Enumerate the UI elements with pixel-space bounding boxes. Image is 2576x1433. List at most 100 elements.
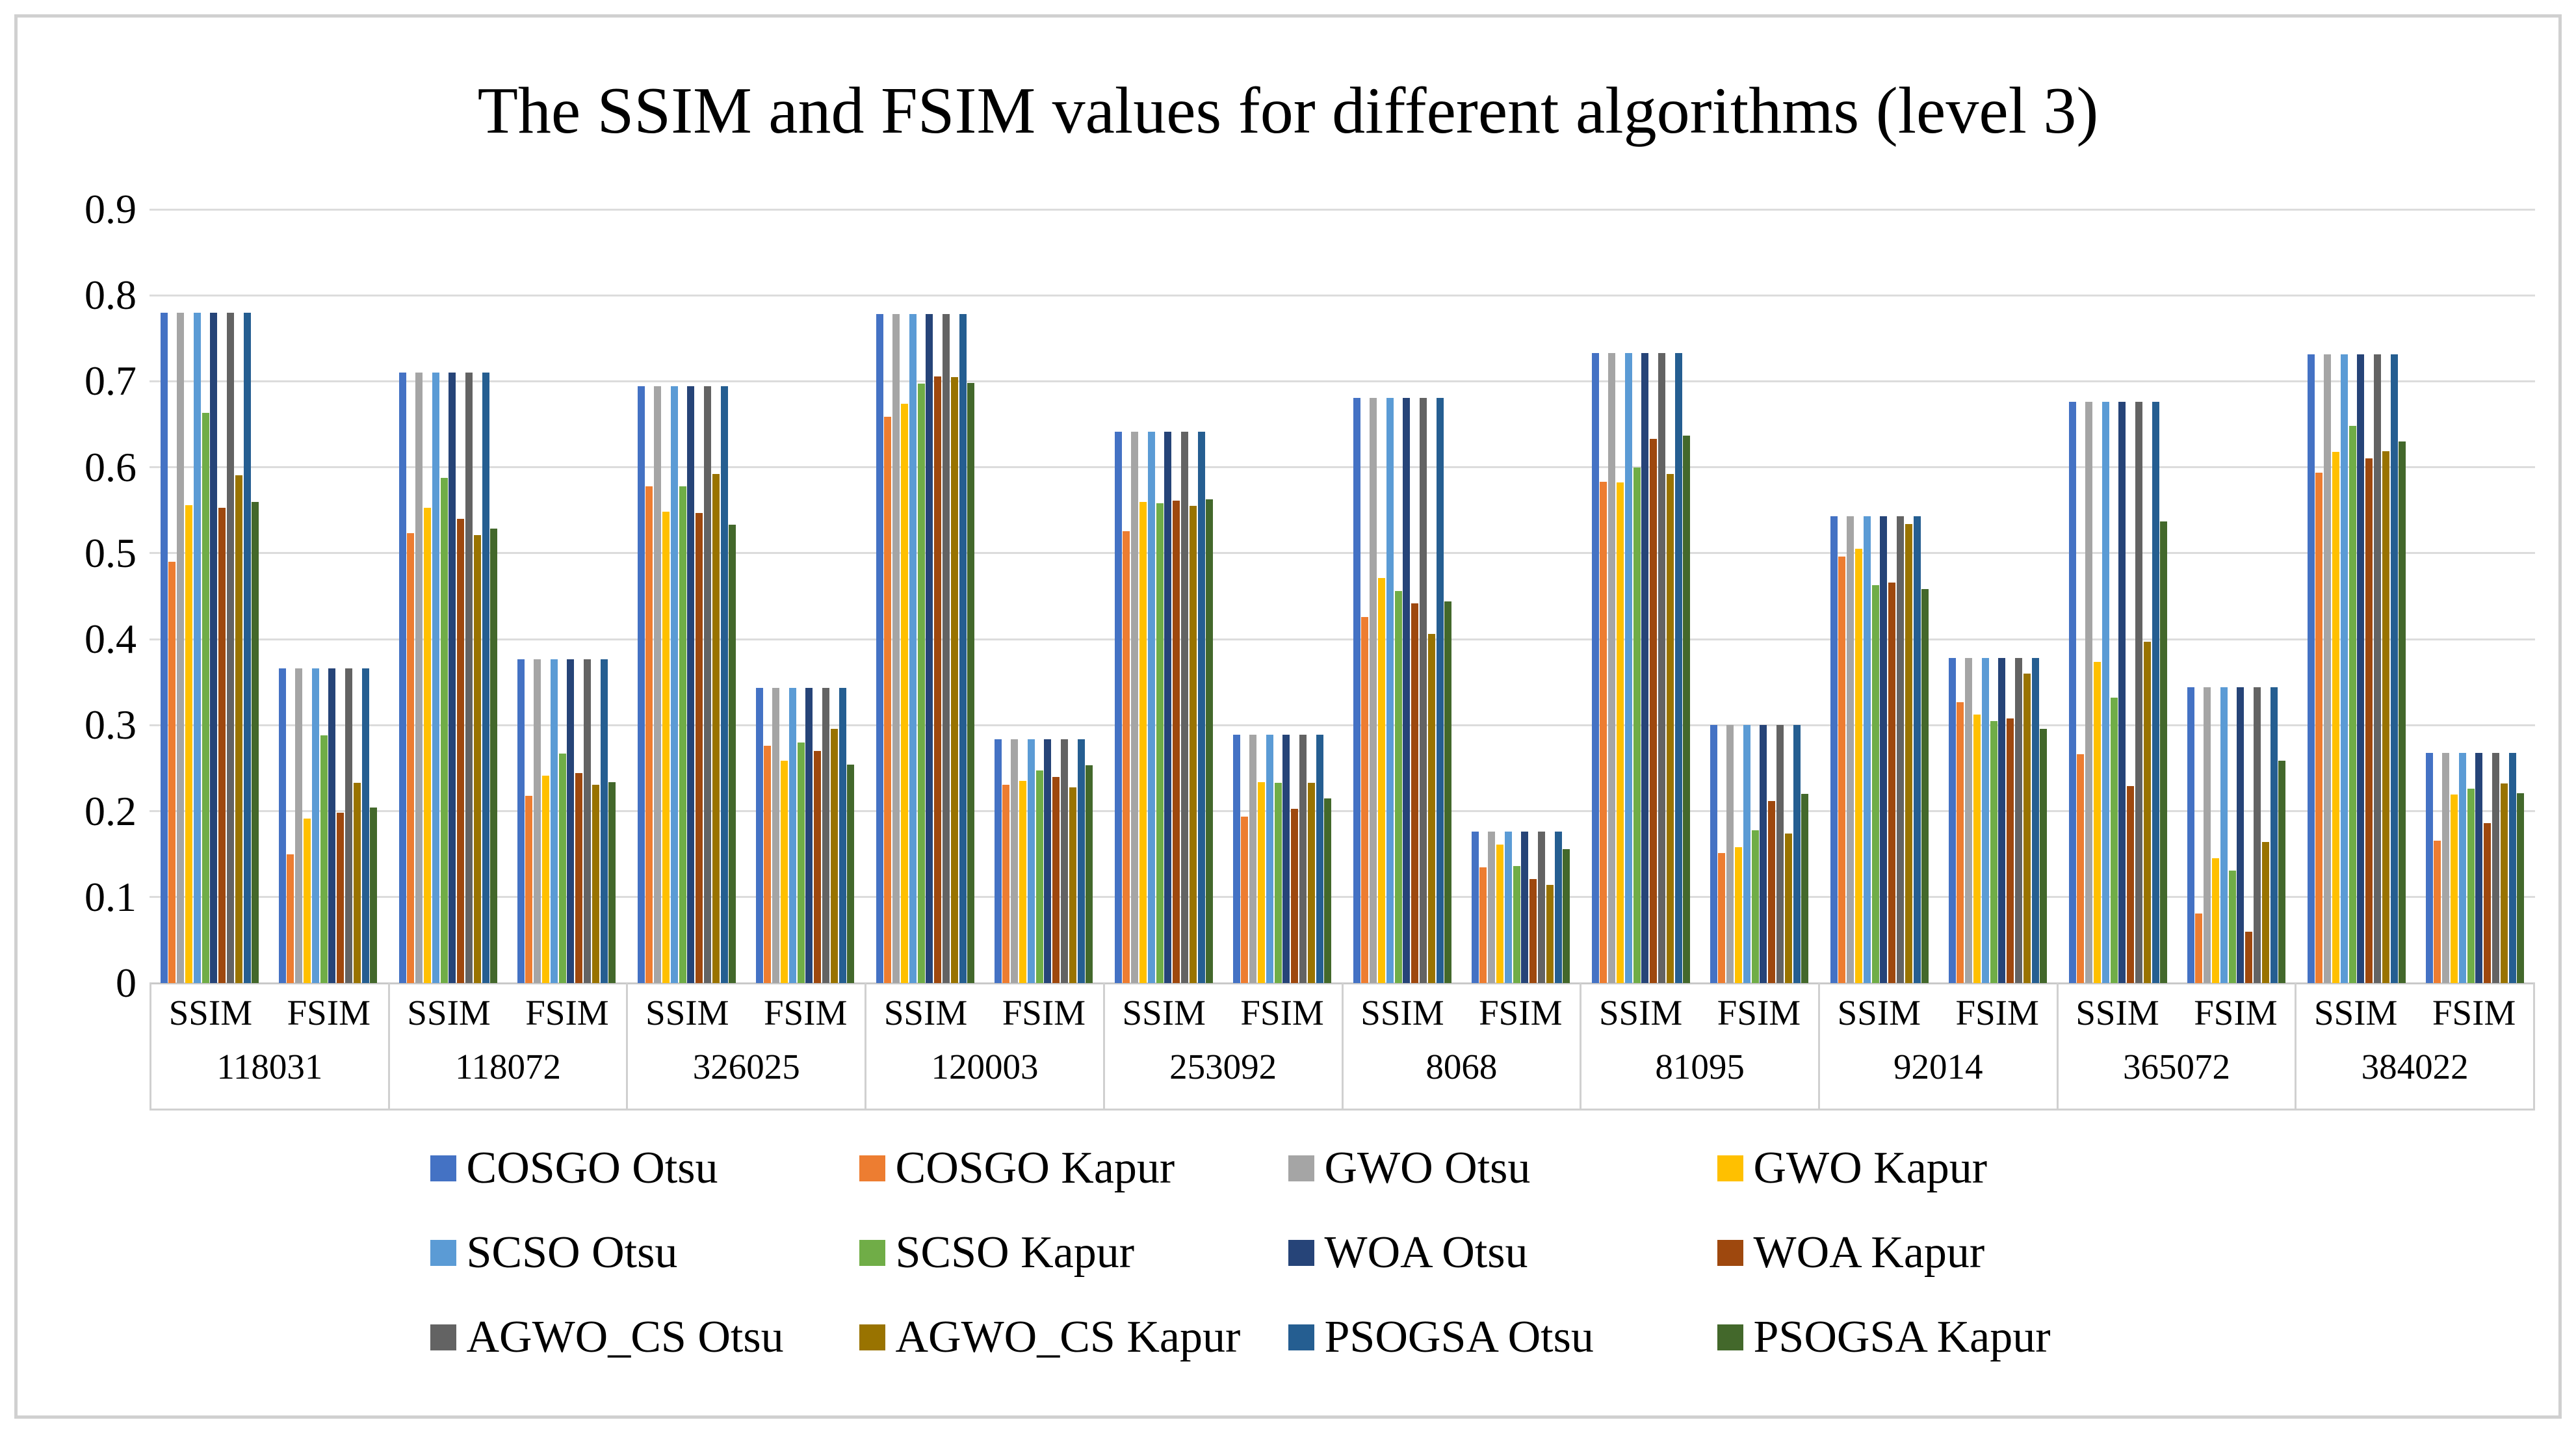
metric-label-fsim: FSIM bbox=[1717, 993, 1801, 1032]
ssim-cluster-118072 bbox=[398, 209, 498, 983]
legend-label: WOA Otsu bbox=[1324, 1228, 1528, 1278]
bar-scso-kapur bbox=[202, 413, 209, 983]
bar-agwo-cs-otsu bbox=[2135, 402, 2142, 983]
y-tick-label: 0.5 bbox=[85, 529, 137, 576]
bar-psogsa-kapur bbox=[967, 383, 975, 983]
metric-labels: SSIM FSIM bbox=[1581, 995, 1818, 1031]
bar-psogsa-kapur bbox=[1683, 435, 1691, 983]
legend-swatch-icon bbox=[1288, 1324, 1314, 1350]
bar-cosgo-kapur bbox=[525, 795, 533, 983]
bar-psogsa-otsu bbox=[2270, 687, 2278, 983]
bar-woa-otsu bbox=[805, 688, 813, 983]
bar-agwo-cs-kapur bbox=[2023, 674, 2031, 983]
metric-label-ssim: SSIM bbox=[1360, 993, 1444, 1032]
group-label: 8068 bbox=[1425, 1046, 1498, 1086]
legend-swatch-icon bbox=[859, 1155, 885, 1181]
group-label: 92014 bbox=[1893, 1046, 1983, 1086]
bar-agwo-cs-otsu bbox=[1299, 734, 1307, 983]
x-axis-cell-81095: SSIM FSIM 81095 bbox=[1581, 983, 1820, 1109]
ssim-cluster-92014 bbox=[1830, 209, 1929, 983]
bar-psogsa-otsu bbox=[2031, 658, 2039, 983]
bar-cosgo-otsu bbox=[1830, 516, 1838, 983]
bar-scso-otsu bbox=[1624, 352, 1632, 983]
bar-cosgo-kapur bbox=[2077, 754, 2085, 983]
bar-scso-kapur bbox=[2348, 426, 2356, 983]
x-axis-cell-8068: SSIM FSIM 8068 bbox=[1344, 983, 1582, 1109]
legend-item-scso-kapur: SCSO Kapur bbox=[859, 1228, 1288, 1278]
metric-label-fsim: FSIM bbox=[1479, 993, 1563, 1032]
bar-agwo-cs-otsu bbox=[2492, 752, 2499, 983]
bar-gwo-kapur bbox=[1854, 549, 1862, 983]
group-label: 81095 bbox=[1655, 1046, 1745, 1086]
legend-item-gwo-otsu: GWO Otsu bbox=[1288, 1143, 1717, 1194]
bar-cosgo-kapur bbox=[884, 416, 892, 983]
bar-gwo-kapur bbox=[2211, 858, 2219, 983]
bar-agwo-cs-kapur bbox=[353, 782, 361, 983]
legend-item-psogsa-otsu: PSOGSA Otsu bbox=[1288, 1312, 1717, 1363]
y-tick-label: 0.1 bbox=[85, 873, 137, 920]
bar-agwo-cs-otsu bbox=[822, 688, 829, 983]
bar-scso-kapur bbox=[917, 384, 925, 983]
ssim-cluster-253092 bbox=[1114, 209, 1214, 983]
bar-cosgo-kapur bbox=[407, 533, 415, 983]
metric-label-fsim: FSIM bbox=[1002, 993, 1086, 1032]
bar-agwo-cs-kapur bbox=[592, 784, 599, 983]
bar-agwo-cs-kapur bbox=[1189, 506, 1197, 983]
bar-psogsa-otsu bbox=[2390, 354, 2398, 983]
x-axis-cell-326025: SSIM FSIM 326025 bbox=[628, 983, 867, 1109]
bar-scso-otsu bbox=[1266, 734, 1273, 983]
x-axis-cell-120003: SSIM FSIM 120003 bbox=[866, 983, 1105, 1109]
chart-title: The SSIM and FSIM values for different a… bbox=[477, 74, 2099, 148]
legend-swatch-icon bbox=[1717, 1240, 1743, 1266]
bar-woa-otsu bbox=[1164, 432, 1172, 983]
fsim-cluster-120003 bbox=[994, 209, 1093, 983]
bar-psogsa-otsu bbox=[1674, 352, 1682, 983]
metric-label-fsim: FSIM bbox=[525, 993, 609, 1032]
bar-agwo-cs-otsu bbox=[1181, 432, 1188, 983]
legend-label: PSOGSA Kapur bbox=[1753, 1312, 2051, 1362]
legend-item-agwo-cs-kapur: AGWO_CS Kapur bbox=[859, 1312, 1288, 1363]
bar-cosgo-kapur bbox=[645, 486, 653, 983]
bar-scso-otsu bbox=[2101, 402, 2109, 983]
bar-scso-otsu bbox=[1027, 739, 1035, 983]
metric-label-ssim: SSIM bbox=[407, 993, 491, 1032]
bar-scso-otsu bbox=[432, 373, 439, 983]
bar-woa-kapur bbox=[2484, 823, 2491, 983]
bar-psogsa-kapur bbox=[490, 528, 498, 983]
bar-agwo-cs-otsu bbox=[943, 314, 950, 983]
bar-gwo-otsu bbox=[295, 668, 303, 983]
bar-gwo-otsu bbox=[534, 659, 541, 983]
fsim-cluster-92014 bbox=[1948, 209, 2048, 983]
bar-agwo-cs-kapur bbox=[1069, 787, 1076, 983]
bar-woa-kapur bbox=[2365, 458, 2373, 983]
legend-item-cosgo-otsu: COSGO Otsu bbox=[430, 1143, 859, 1194]
bar-scso-kapur bbox=[2110, 698, 2118, 983]
bar-psogsa-kapur bbox=[2399, 441, 2406, 983]
bar-psogsa-kapur bbox=[1801, 794, 1809, 983]
bar-psogsa-otsu bbox=[1793, 725, 1801, 983]
gridline bbox=[150, 552, 2535, 555]
bar-scso-otsu bbox=[1386, 397, 1394, 983]
bar-woa-kapur bbox=[337, 813, 345, 983]
legend-item-woa-otsu: WOA Otsu bbox=[1288, 1228, 1717, 1278]
bar-cosgo-otsu bbox=[876, 314, 883, 983]
bar-woa-kapur bbox=[2127, 786, 2135, 983]
ssim-cluster-81095 bbox=[1591, 209, 1691, 983]
metric-label-ssim: SSIM bbox=[2075, 993, 2159, 1032]
bar-scso-otsu bbox=[1504, 832, 1512, 983]
legend-label: WOA Kapur bbox=[1753, 1228, 1985, 1278]
gridline bbox=[150, 810, 2535, 813]
bar-cosgo-otsu bbox=[1948, 658, 1956, 983]
fsim-cluster-365072 bbox=[2187, 209, 2286, 983]
bar-psogsa-otsu bbox=[243, 312, 251, 983]
bar-gwo-otsu bbox=[1131, 432, 1139, 983]
bar-psogsa-kapur bbox=[1324, 798, 1332, 983]
bar-woa-otsu bbox=[328, 668, 336, 983]
bar-woa-otsu bbox=[1998, 658, 2006, 983]
bar-gwo-otsu bbox=[2324, 354, 2332, 983]
bar-group-118031 bbox=[150, 209, 388, 983]
bar-psogsa-otsu bbox=[1316, 734, 1323, 983]
metric-labels: SSIM FSIM bbox=[1105, 995, 1342, 1031]
metric-label-ssim: SSIM bbox=[168, 993, 253, 1032]
bar-agwo-cs-kapur bbox=[1546, 885, 1554, 983]
